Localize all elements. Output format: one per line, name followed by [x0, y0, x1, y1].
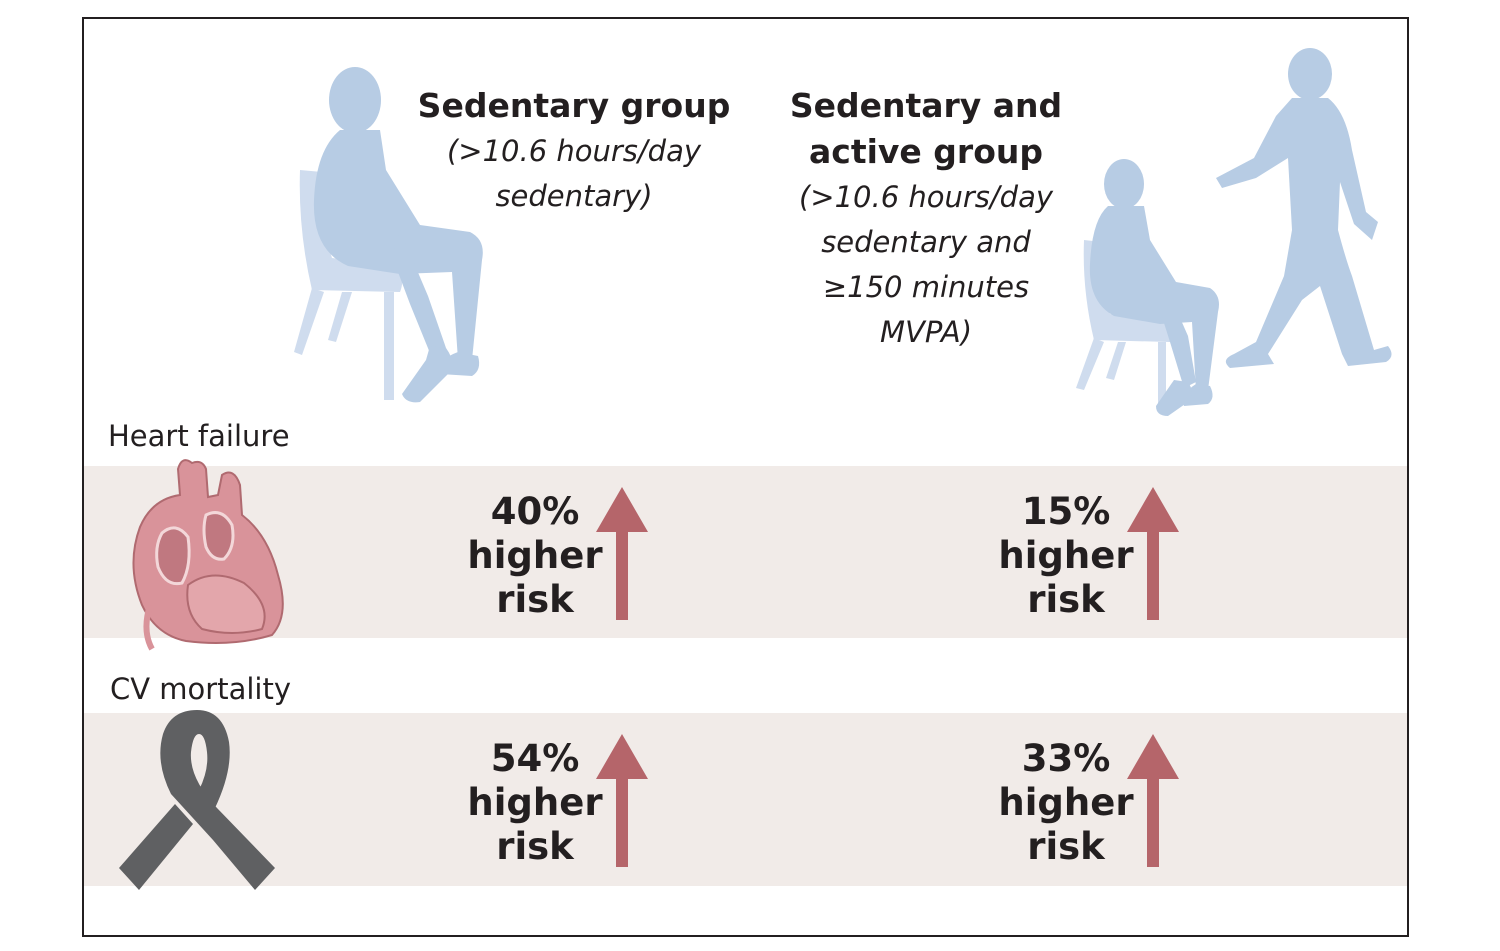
risk-text-line: higher	[998, 781, 1134, 824]
risk-percent: 54%	[490, 737, 580, 780]
cv-mortality-band	[84, 713, 1407, 886]
column-subtitle-line: ≥150 minutes	[822, 270, 1030, 304]
risk-percent: 33%	[1021, 737, 1111, 780]
risk-text-line: risk	[496, 825, 574, 868]
up-arrow-icon	[596, 487, 648, 620]
risk-percent: 40%	[490, 490, 580, 533]
heart-icon	[132, 459, 284, 651]
up-arrow-icon	[1127, 734, 1179, 867]
risk-text-line: risk	[496, 578, 574, 621]
column-subtitle-line: (>10.6 hours/day	[446, 134, 702, 168]
column-subtitle-line: (>10.6 hours/day	[798, 180, 1054, 214]
row-label-cv-mortality: CV mortality	[110, 672, 292, 706]
risk-text-line: higher	[467, 781, 603, 824]
seated-and-walking-people-icon	[1076, 48, 1392, 416]
column-header-sedentary-active: Sedentary and active group (>10.6 hours/…	[766, 83, 1086, 355]
risk-text-line: higher	[998, 534, 1134, 577]
risk-percent: 15%	[1021, 490, 1111, 533]
column-header-sedentary: Sedentary group (>10.6 hours/day sedenta…	[400, 83, 748, 219]
risk-text-line: risk	[1027, 578, 1105, 621]
seated-person-icon	[294, 67, 483, 403]
column-title-line: Sedentary and	[789, 86, 1063, 125]
risk-value-cv-sedentary: 54% higher risk	[455, 737, 615, 869]
up-arrow-icon	[1127, 487, 1179, 620]
awareness-ribbon-icon	[119, 710, 275, 890]
column-subtitle-line: sedentary and	[821, 225, 1031, 259]
column-title-line: active group	[809, 132, 1043, 171]
risk-text-line: higher	[467, 534, 603, 577]
risk-value-cv-active: 33% higher risk	[986, 737, 1146, 869]
risk-value-hf-sedentary: 40% higher risk	[455, 490, 615, 622]
risk-value-hf-active: 15% higher risk	[986, 490, 1146, 622]
column-subtitle-line: MVPA)	[879, 315, 973, 349]
column-title: Sedentary group	[417, 86, 731, 125]
risk-text-line: risk	[1027, 825, 1105, 868]
heart-failure-band	[84, 466, 1407, 638]
column-subtitle-line: sedentary)	[495, 179, 653, 213]
row-label-heart-failure: Heart failure	[108, 419, 290, 453]
up-arrow-icon	[596, 734, 648, 867]
